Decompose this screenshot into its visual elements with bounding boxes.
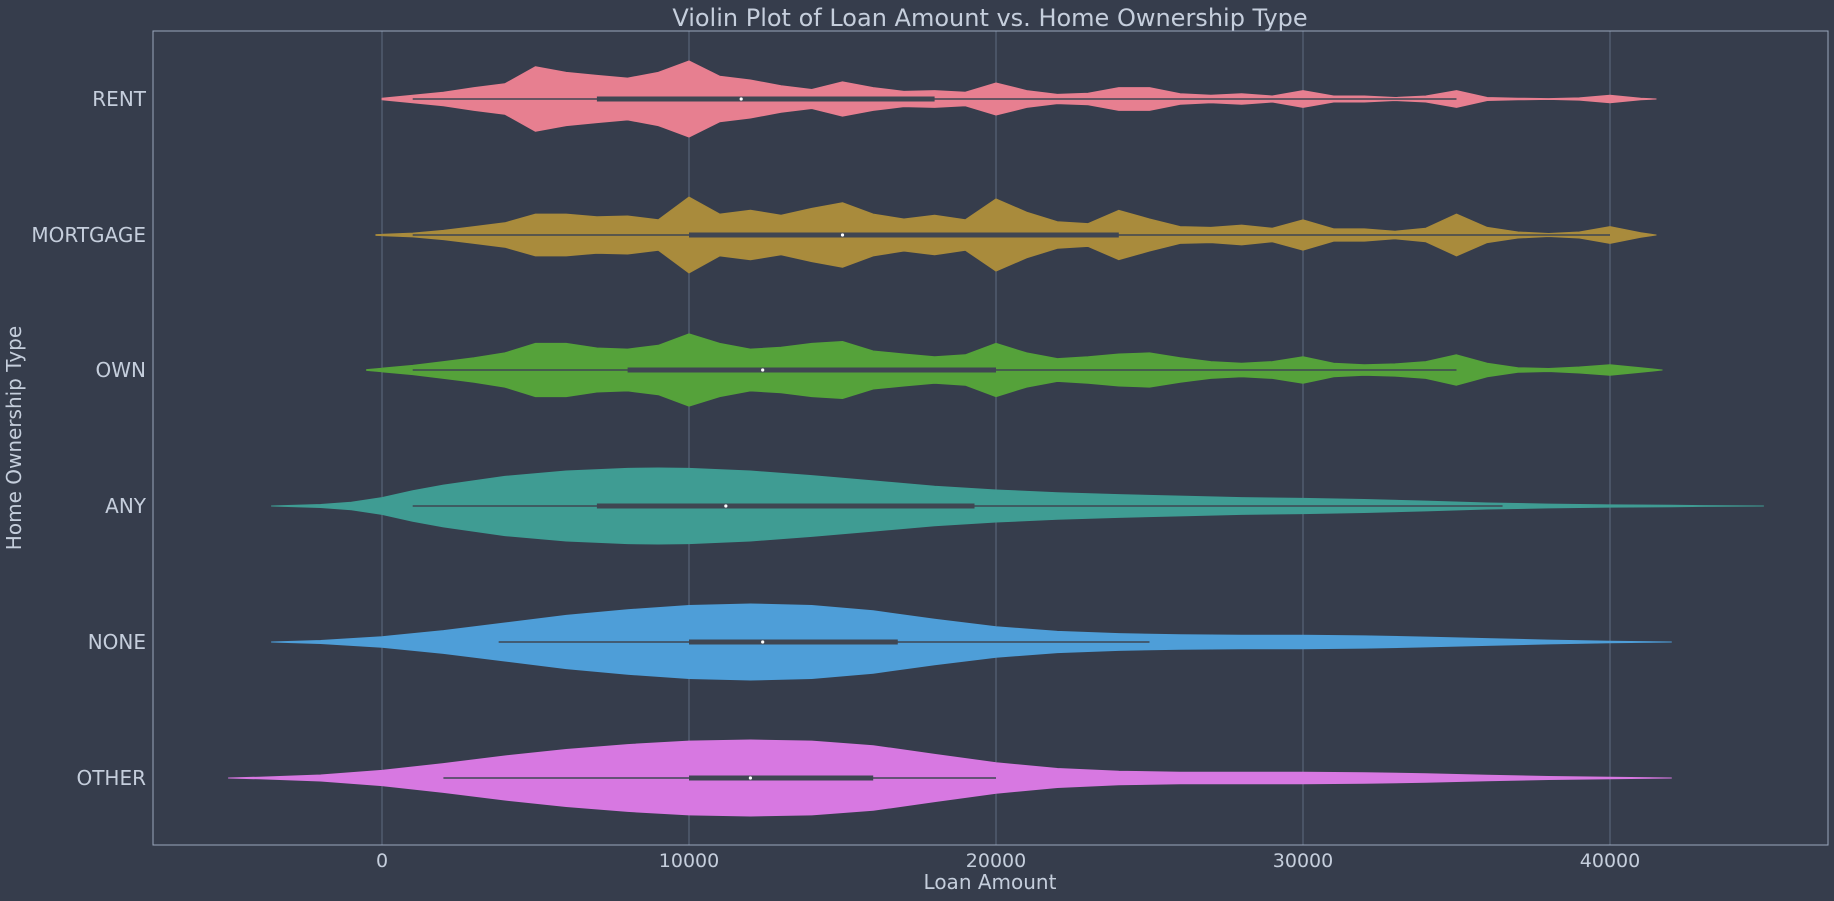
violin-none — [271, 603, 1672, 681]
category-label: NONE — [88, 630, 146, 654]
x-tick-labels: 0 10000 20000 30000 40000 — [376, 850, 1640, 872]
x-axis-title: Loan Amount — [924, 870, 1057, 894]
violin-iqr-box — [689, 232, 1119, 238]
x-tick-label: 40000 — [1580, 850, 1640, 872]
violin-iqr-box — [627, 367, 996, 373]
violin-own — [366, 333, 1663, 407]
violin-iqr-box — [689, 775, 874, 781]
x-tick-label: 0 — [376, 850, 388, 872]
violin-iqr-box — [596, 503, 975, 509]
category-label: OWN — [96, 358, 146, 382]
violin-median-point — [739, 97, 743, 101]
plot-frame — [152, 30, 1829, 846]
category-label: ANY — [105, 494, 147, 518]
y-axis-title: Home Ownership Type — [2, 326, 26, 550]
chart-title: Violin Plot of Loan Amount vs. Home Owne… — [672, 4, 1307, 32]
violin-mortgage — [375, 196, 1657, 274]
violins — [228, 60, 1764, 817]
violin-median-point — [761, 640, 765, 644]
category-label: MORTGAGE — [31, 223, 146, 247]
x-tick-label: 10000 — [659, 850, 719, 872]
category-label: RENT — [92, 87, 146, 111]
x-tick-label: 30000 — [1273, 850, 1333, 872]
violin-rent — [381, 60, 1657, 138]
violin-any — [271, 467, 1764, 545]
category-labels: RENT MORTGAGE OWN ANY NONE OTHER — [31, 87, 146, 790]
violin-iqr-box — [689, 639, 898, 645]
gridlines — [381, 31, 1611, 845]
violin-median-point — [840, 233, 845, 237]
violin-other — [228, 739, 1672, 817]
violin-iqr-box — [596, 96, 935, 102]
violin-median-point — [761, 368, 765, 372]
category-label: OTHER — [76, 766, 146, 790]
x-tick-label: 20000 — [966, 850, 1026, 872]
violin-median-point — [724, 504, 728, 508]
violin-median-point — [748, 776, 753, 780]
